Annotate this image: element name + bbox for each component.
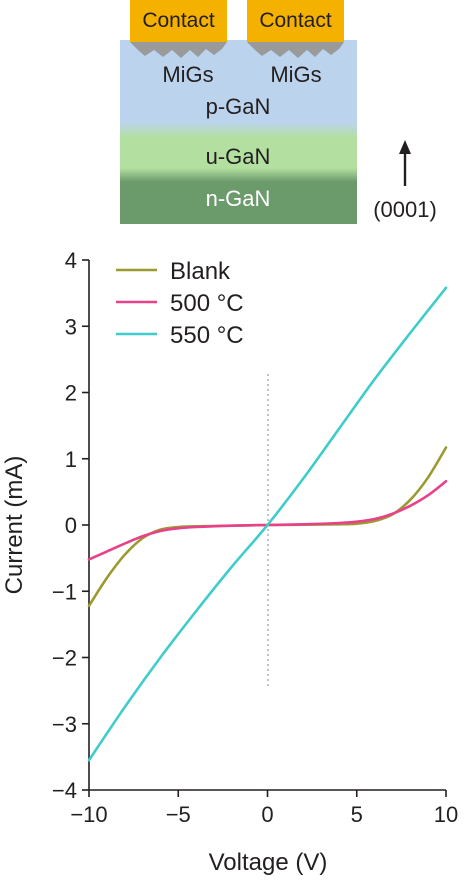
- y-tick-label: 0: [65, 513, 77, 538]
- migs-left: [130, 42, 227, 58]
- p-u-transition: [120, 122, 357, 138]
- contact-label-left: Contact: [142, 9, 215, 32]
- contact-pad-left: [130, 0, 227, 42]
- x-tick-label: 5: [351, 802, 363, 827]
- contact-pad-right: [247, 0, 344, 42]
- u-n-transition: [120, 168, 357, 182]
- direction-label: (0001): [373, 197, 437, 222]
- migs-right: [247, 42, 344, 58]
- arrow-up-icon: [399, 140, 411, 186]
- legend-label-550-c: 550 °C: [170, 322, 244, 349]
- p-gan-layer: [120, 40, 357, 130]
- y-ticks: −4 −3 −2 −1 0 1 2 3 4: [52, 248, 89, 803]
- y-tick-label: −1: [52, 579, 77, 604]
- u-gan-layer: [120, 138, 357, 172]
- n-gan-layer: [120, 182, 357, 224]
- legend-label-blank: Blank: [170, 258, 231, 285]
- u-gan-label: u-GaN: [206, 144, 271, 169]
- y-tick-label: −3: [52, 712, 77, 737]
- y-tick-label: −4: [52, 778, 77, 803]
- x-ticks: −10 −5 0 5 10: [70, 790, 458, 827]
- y-tick-label: 4: [65, 248, 77, 273]
- p-gan-label: p-GaN: [206, 94, 271, 119]
- contact-label-right: Contact: [259, 9, 332, 32]
- y-axis-title: Current (mA): [1, 456, 28, 595]
- device-diagram: Contact Contact MiGs MiGs p-GaN u-GaN n-…: [120, 0, 437, 224]
- migs-label-right: MiGs: [270, 62, 321, 87]
- y-tick-label: 2: [65, 381, 77, 406]
- x-tick-label: 0: [261, 802, 273, 827]
- legend-label-500-c: 500 °C: [170, 290, 244, 317]
- x-tick-label: −10: [70, 802, 107, 827]
- x-axis-title: Voltage (V): [209, 849, 328, 876]
- series-line-550-c: [87, 286, 448, 762]
- migs-label-left: MiGs: [162, 62, 213, 87]
- y-tick-label: −2: [52, 646, 77, 671]
- x-tick-label: −5: [166, 802, 191, 827]
- n-gan-label: n-GaN: [206, 186, 271, 211]
- legend: Blank 500 °C 550 °C: [116, 258, 244, 349]
- series-lines: [87, 286, 448, 762]
- y-tick-label: 1: [65, 447, 77, 472]
- x-tick-label: 10: [434, 802, 458, 827]
- y-tick-label: 3: [65, 314, 77, 339]
